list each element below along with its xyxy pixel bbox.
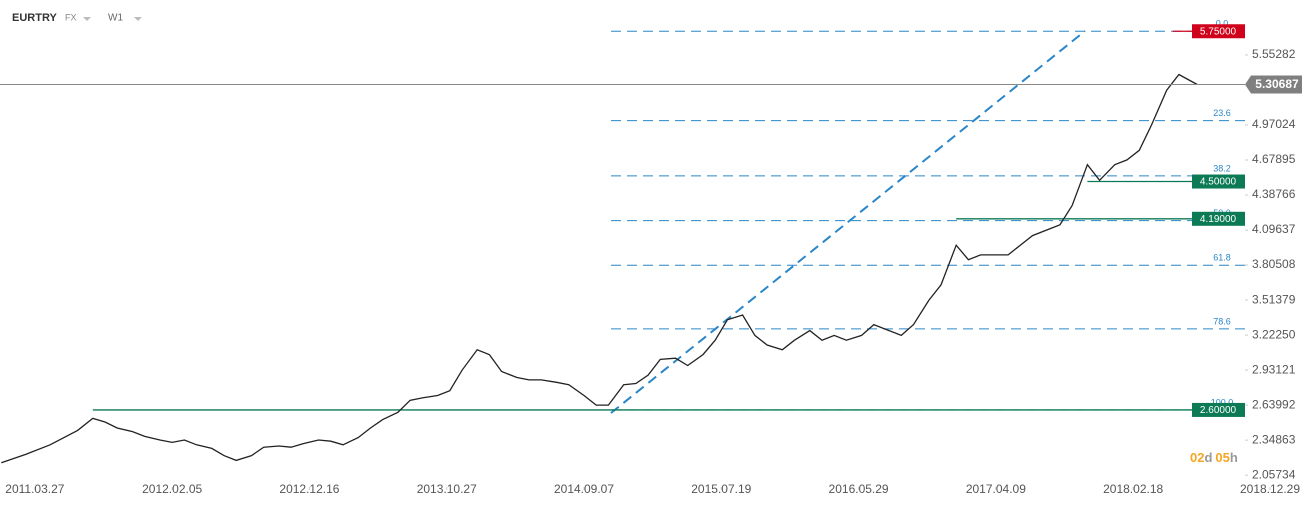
price-line-box [1192, 402, 1245, 417]
y-tick-label: 4.67895 [1252, 152, 1296, 166]
fib-label: 23.6 [1213, 108, 1231, 118]
x-tick-label: 2018.02.18 [1103, 482, 1163, 496]
interval[interactable]: W1 [108, 13, 123, 24]
x-tick-label: 2011.03.27 [5, 482, 64, 496]
x-tick-label: 2017.04.09 [966, 482, 1026, 496]
y-tick-label: 2.93121 [1252, 362, 1296, 376]
y-tick-label: 3.80508 [1252, 257, 1296, 271]
x-tick-label: 2012.12.16 [279, 482, 339, 496]
x-tick-label: 2014.09.07 [554, 482, 614, 496]
current-price-box [1245, 75, 1302, 94]
y-tick-label: 3.51379 [1252, 292, 1296, 306]
current-price-label: 5.30687 [1255, 77, 1299, 91]
y-tick-label: 5.55282 [1252, 47, 1296, 61]
x-tick-label: 2013.10.27 [417, 482, 477, 496]
fib-label: 100.0 [1211, 397, 1234, 407]
x-tick-label: 2016.05.29 [829, 482, 889, 496]
countdown: 02d 05h [1190, 450, 1238, 465]
x-tick-label: 2018.12.29 [1240, 482, 1300, 496]
x-tick-label: 2015.07.19 [691, 482, 751, 496]
price-line-box [1192, 211, 1245, 226]
fib-label: 78.6 [1213, 316, 1231, 326]
y-tick-label: 2.63992 [1252, 397, 1296, 411]
fib-label: 0.0 [1216, 19, 1229, 29]
y-tick-label: 4.97024 [1252, 117, 1296, 131]
price-line-label: 4.19000 [1200, 214, 1237, 225]
price-line-label: 4.50000 [1200, 177, 1237, 188]
price-line-box [1192, 174, 1245, 189]
y-tick-label: 4.38766 [1252, 187, 1296, 201]
y-tick-label: 2.34863 [1252, 432, 1296, 446]
price-line-box [1192, 24, 1245, 39]
dropdown-caret[interactable] [83, 17, 91, 21]
price-line-series [1, 73, 1198, 464]
fib-label: 38.2 [1213, 163, 1231, 173]
y-tick-label: 4.09637 [1252, 222, 1296, 236]
dropdown-caret[interactable] [134, 17, 142, 21]
symbol: EURTRY [12, 12, 57, 24]
x-tick-label: 2012.02.05 [142, 482, 202, 496]
trend-line [610, 30, 1086, 414]
price-line-label: 2.60000 [1200, 405, 1237, 416]
price-line-label: 5.75000 [1200, 26, 1237, 37]
y-tick-label: 3.22250 [1252, 327, 1296, 341]
market[interactable]: FX [65, 12, 77, 22]
fib-label: 61.8 [1213, 253, 1231, 263]
y-tick-label: 2.05734 [1252, 467, 1296, 481]
